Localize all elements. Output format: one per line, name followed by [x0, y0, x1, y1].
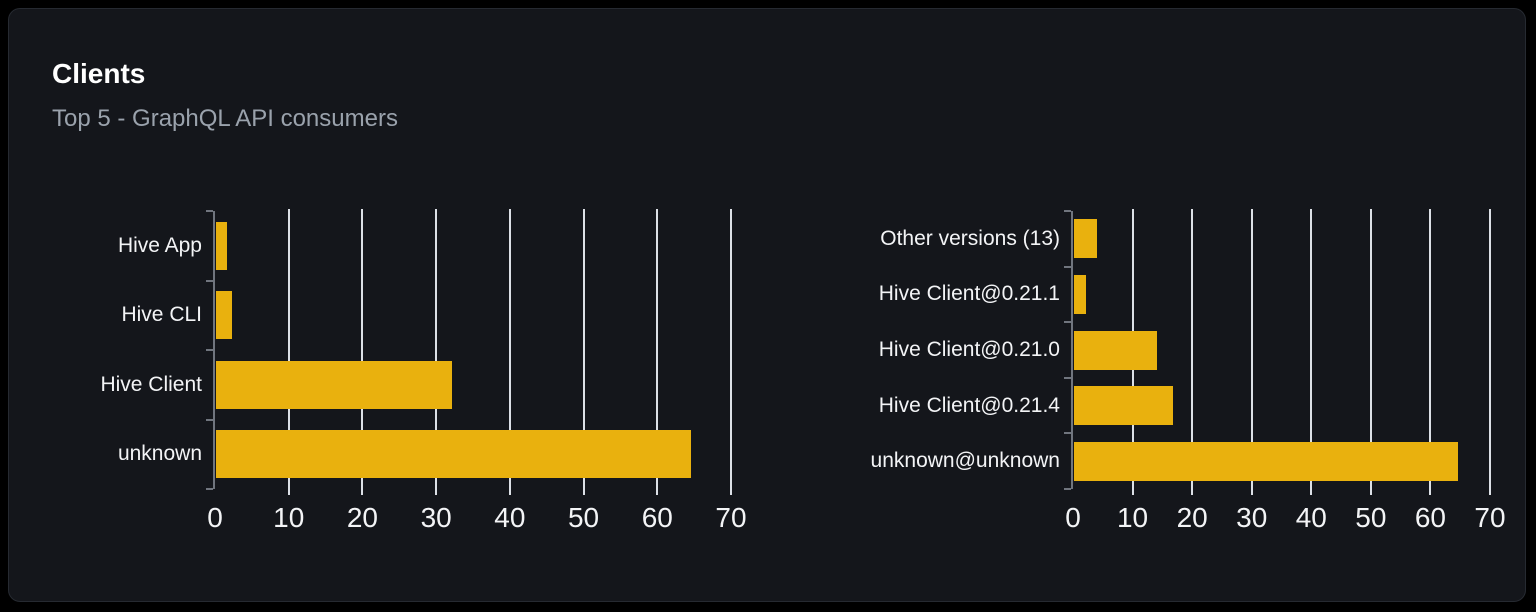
bar[interactable]: [1074, 219, 1097, 258]
bar[interactable]: [216, 291, 232, 339]
bar[interactable]: [216, 430, 691, 478]
bar[interactable]: [1074, 275, 1086, 314]
bar[interactable]: [216, 361, 452, 409]
card-title: Clients: [52, 58, 146, 89]
card-subtitle: Top 5 - GraphQL API consumers: [52, 105, 398, 132]
bar[interactable]: [216, 222, 227, 270]
clients-card: Clients Top 5 - GraphQL API consumers: [8, 8, 1526, 602]
bar[interactable]: [1074, 331, 1157, 370]
bar[interactable]: [1074, 442, 1458, 481]
bar[interactable]: [1074, 386, 1173, 425]
